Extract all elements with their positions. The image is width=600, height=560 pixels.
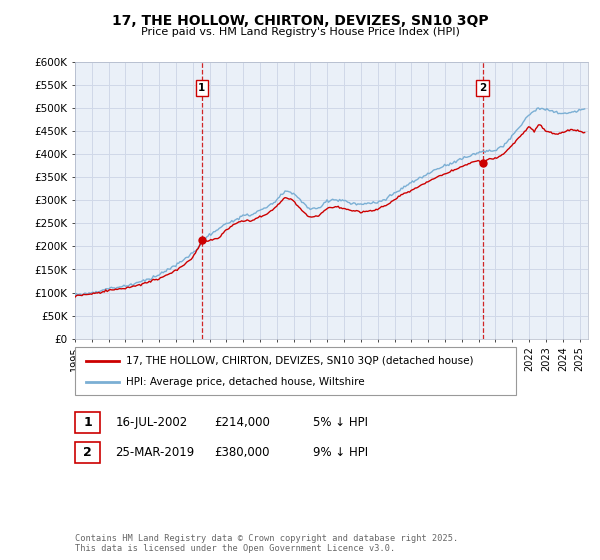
Text: 16-JUL-2002: 16-JUL-2002 bbox=[115, 416, 187, 430]
Text: 2: 2 bbox=[83, 446, 92, 459]
Text: 2: 2 bbox=[479, 83, 486, 93]
Text: Contains HM Land Registry data © Crown copyright and database right 2025.
This d: Contains HM Land Registry data © Crown c… bbox=[75, 534, 458, 553]
Text: £380,000: £380,000 bbox=[214, 446, 270, 459]
Text: Price paid vs. HM Land Registry's House Price Index (HPI): Price paid vs. HM Land Registry's House … bbox=[140, 27, 460, 37]
Text: 25-MAR-2019: 25-MAR-2019 bbox=[115, 446, 194, 459]
Text: 1: 1 bbox=[198, 83, 205, 93]
Text: HPI: Average price, detached house, Wiltshire: HPI: Average price, detached house, Wilt… bbox=[126, 377, 365, 388]
Text: 17, THE HOLLOW, CHIRTON, DEVIZES, SN10 3QP: 17, THE HOLLOW, CHIRTON, DEVIZES, SN10 3… bbox=[112, 14, 488, 28]
Text: 9% ↓ HPI: 9% ↓ HPI bbox=[313, 446, 368, 459]
Text: £214,000: £214,000 bbox=[214, 416, 270, 430]
Text: 5% ↓ HPI: 5% ↓ HPI bbox=[313, 416, 368, 430]
Text: 17, THE HOLLOW, CHIRTON, DEVIZES, SN10 3QP (detached house): 17, THE HOLLOW, CHIRTON, DEVIZES, SN10 3… bbox=[126, 356, 473, 366]
Text: 1: 1 bbox=[83, 416, 92, 430]
